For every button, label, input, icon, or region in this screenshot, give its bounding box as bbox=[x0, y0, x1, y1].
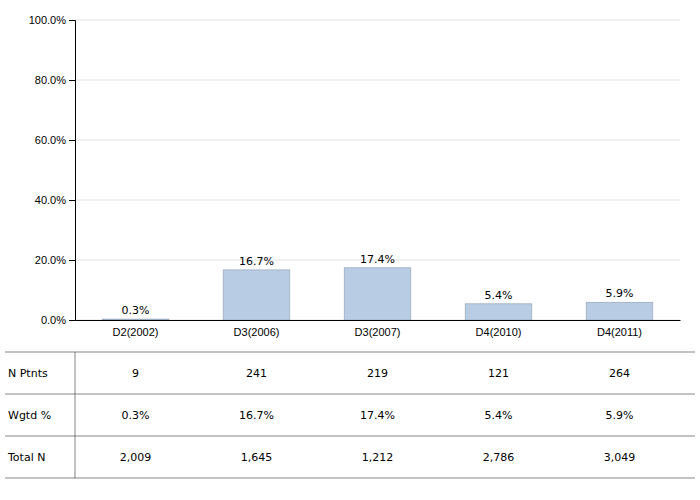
x-tick-label: D2(2002) bbox=[113, 326, 159, 338]
y-tick-mark bbox=[69, 140, 75, 141]
table-cell: 2,009 bbox=[120, 451, 152, 464]
y-tick: 100.0% bbox=[29, 14, 75, 26]
y-tick-label: 60.0% bbox=[35, 134, 66, 146]
table-rule bbox=[5, 436, 695, 437]
y-axis: 0.0% 20.0% 40.0% 60.0% 80.0% 100.0% bbox=[29, 14, 76, 326]
x-tick: D4(2010) bbox=[476, 320, 522, 338]
x-tick: D4(2011) bbox=[597, 320, 642, 338]
y-tick: 0.0% bbox=[41, 314, 75, 326]
y-tick-label: 0.0% bbox=[41, 314, 66, 326]
y-tick-mark bbox=[69, 260, 75, 261]
bar bbox=[586, 302, 653, 320]
bar bbox=[102, 319, 169, 320]
table-cell: 2,786 bbox=[483, 451, 515, 464]
table-row-label: Wgtd % bbox=[8, 409, 51, 422]
table: N Ptnts 9 241 219 121 264 Wgtd % 0.3% 16.7% 17.4%… bbox=[5, 352, 695, 478]
y-tick-label: 80.0% bbox=[35, 74, 66, 86]
x-tick-label: D3(2006) bbox=[234, 326, 280, 338]
table-rule bbox=[5, 394, 695, 395]
table-cell: 9 bbox=[132, 367, 139, 380]
chart: 0.0% 20.0% 40.0% 60.0% 80.0% 100.0% D2(2002) D3… bbox=[0, 0, 700, 500]
x-tick-label: D4(2010) bbox=[476, 326, 522, 338]
data-label: 5.4% bbox=[485, 289, 513, 302]
y-tick-mark bbox=[69, 80, 75, 81]
y-tick-mark bbox=[69, 20, 75, 21]
x-tick: D3(2007) bbox=[355, 320, 401, 338]
data-label: 0.3% bbox=[122, 304, 150, 317]
table-cell: 121 bbox=[488, 367, 509, 380]
y-axis-line bbox=[69, 21, 76, 321]
table-cell: 16.7% bbox=[239, 409, 274, 422]
data-label: 16.7% bbox=[239, 255, 274, 268]
table-cell: 17.4% bbox=[360, 409, 395, 422]
x-tick-label: D3(2007) bbox=[355, 326, 401, 338]
bar bbox=[465, 304, 532, 320]
table-rule bbox=[5, 352, 695, 353]
table-cell: 264 bbox=[609, 367, 630, 380]
y-tick-label: 20.0% bbox=[35, 254, 66, 266]
y-tick: 40.0% bbox=[35, 194, 75, 206]
x-tick-label: D4(2011) bbox=[597, 326, 642, 338]
y-tick-label: 100.0% bbox=[29, 14, 67, 26]
table-cell: 241 bbox=[246, 367, 267, 380]
y-tick-label: 40.0% bbox=[35, 194, 66, 206]
data-label: 5.9% bbox=[606, 287, 634, 300]
table-cell: 5.9% bbox=[606, 409, 634, 422]
bar bbox=[344, 268, 411, 320]
x-tick: D2(2002) bbox=[113, 320, 159, 338]
bars bbox=[102, 268, 653, 320]
x-axis: D2(2002) D3(2006) D3(2007) D4(2010) D4(2011) bbox=[76, 320, 681, 338]
y-tick: 60.0% bbox=[35, 134, 75, 146]
table-row-label: Total N bbox=[7, 451, 45, 464]
x-tick: D3(2006) bbox=[234, 320, 280, 338]
y-tick-mark bbox=[69, 200, 75, 201]
y-tick: 80.0% bbox=[35, 74, 75, 86]
grid-line bbox=[75, 80, 680, 81]
data-label: 17.4% bbox=[360, 253, 395, 266]
table-cell: 219 bbox=[367, 367, 388, 380]
y-tick: 20.0% bbox=[35, 254, 75, 266]
grid-line bbox=[75, 20, 680, 21]
table-cell: 1,645 bbox=[241, 451, 273, 464]
table-cell: 1,212 bbox=[362, 451, 394, 464]
grid-line bbox=[75, 140, 680, 141]
grid bbox=[75, 20, 680, 320]
x-axis-line bbox=[76, 320, 681, 321]
table-cell: 3,049 bbox=[604, 451, 636, 464]
table-separator bbox=[75, 352, 76, 478]
table-cell: 5.4% bbox=[485, 409, 513, 422]
table-rule bbox=[5, 478, 695, 479]
bar bbox=[223, 270, 290, 320]
y-tick-mark bbox=[69, 320, 75, 321]
grid-line bbox=[75, 200, 680, 201]
table-cell: 0.3% bbox=[122, 409, 150, 422]
data-labels: 0.3% 16.7% 17.4% 5.4% 5.9% bbox=[122, 253, 634, 317]
table-row-label: N Ptnts bbox=[8, 367, 48, 380]
